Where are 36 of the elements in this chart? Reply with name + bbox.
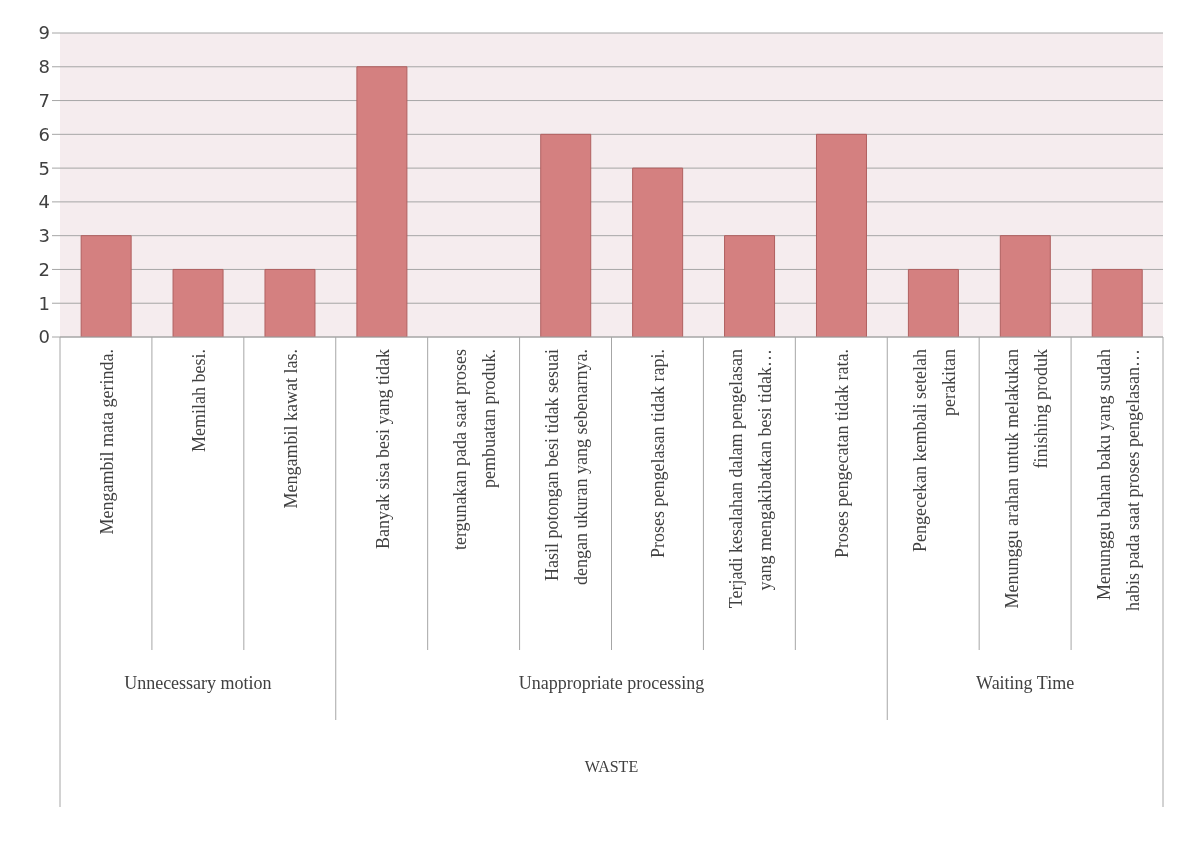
y-tick-label: 0: [38, 326, 50, 348]
x-tick-label: Mengambil kawat las.: [280, 349, 301, 509]
y-tick-label: 5: [38, 157, 50, 179]
y-tick-label: 9: [38, 22, 50, 44]
x-tick-label: Mengambil mata gerinda.: [96, 349, 117, 535]
x-tick-label: Terjadi kesalahan dalam pengelasan yang mengakibatkan besi tidak…: [725, 349, 775, 609]
x-tick-label: Hasil potongan besi tidak sesuai dengan ukuran yang sebenarnya.: [542, 349, 592, 585]
bar: [172, 268, 224, 337]
text: WASTE: [584, 758, 639, 775]
bar: [1091, 268, 1143, 337]
bar: [815, 133, 867, 337]
y-tick-label: 2: [38, 258, 50, 280]
x-tick-label: Memilah besi.: [188, 349, 209, 452]
x-tick-label: Proses pengelasan tidak rapi.: [648, 349, 669, 558]
y-tick-label: 1: [38, 292, 50, 314]
x-tick-label: Pengecekan kembali setelah perakitan: [909, 349, 959, 552]
y-tick-label: 6: [38, 123, 50, 145]
bar: [80, 235, 132, 337]
bar: [724, 235, 776, 337]
bar: [356, 66, 408, 337]
x-tick-label: Banyak sisa besi yang tidak: [372, 349, 393, 549]
y-tick-label: 4: [38, 191, 50, 213]
bar: [907, 268, 959, 337]
bar: [264, 268, 316, 337]
bar: [999, 235, 1051, 337]
text: Unnecessary motion: [124, 673, 272, 693]
x-tick-label: tergunakan pada saat proses pembuatan produk.: [450, 349, 500, 551]
bar: [632, 167, 684, 337]
y-tick-label: 8: [38, 56, 50, 78]
x-tick-label: Menunggu bahan baku yang sudah habis pada saat proses pengelasan…: [1093, 349, 1143, 611]
y-tick-label: 3: [38, 225, 50, 247]
text: Unappropriate processing: [518, 673, 705, 693]
y-tick-label: 7: [38, 89, 50, 111]
text: Waiting Time: [976, 673, 1075, 693]
bar: [540, 133, 592, 337]
x-tick-label: Proses pengecatan tidak rata.: [832, 349, 853, 558]
